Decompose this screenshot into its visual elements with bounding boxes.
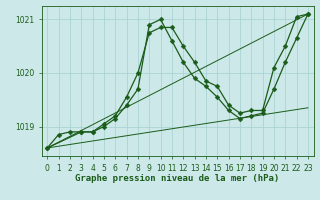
X-axis label: Graphe pression niveau de la mer (hPa): Graphe pression niveau de la mer (hPa): [76, 174, 280, 183]
